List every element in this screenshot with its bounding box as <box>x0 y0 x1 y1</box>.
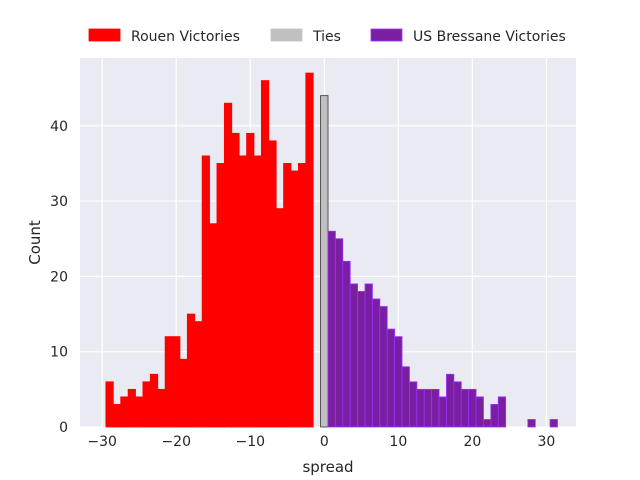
bar-rouen-victories <box>201 155 210 428</box>
x-tick-label: 0 <box>320 434 329 450</box>
bar-rouen-victories <box>112 404 122 428</box>
bar-rouen-victories <box>275 208 284 428</box>
x-tick-label: −10 <box>235 434 265 450</box>
bar-rouen-victories <box>157 388 166 428</box>
bar-rouen-victories <box>305 72 314 428</box>
bar-us-bressane-victories <box>364 283 373 428</box>
bar-us-bressane-victories <box>483 419 492 428</box>
bar-rouen-victories <box>105 381 114 428</box>
bar-us-bressane-victories <box>394 336 403 428</box>
bar-us-bressane-victories <box>497 396 507 428</box>
legend-label: Ties <box>312 29 341 45</box>
bar-us-bressane-victories <box>423 388 433 428</box>
legend-swatch <box>88 28 121 42</box>
y-tick-label: 10 <box>50 345 68 361</box>
bar-us-bressane-victories <box>386 328 396 428</box>
bar-rouen-victories <box>164 336 173 428</box>
bar-us-bressane-victories <box>453 381 462 428</box>
x-tick-label: 20 <box>463 434 481 450</box>
bar-us-bressane-victories <box>438 396 447 428</box>
legend: Rouen Victories Ties US Bressane Victories <box>88 28 566 45</box>
bar-us-bressane-victories <box>475 396 484 428</box>
bar-rouen-victories <box>290 170 299 428</box>
bar-rouen-victories <box>260 80 270 428</box>
bars <box>105 72 558 428</box>
bar-rouen-victories <box>268 140 277 428</box>
bar-rouen-victories <box>209 223 218 428</box>
bar-us-bressane-victories <box>401 366 410 428</box>
y-tick-label: 20 <box>50 269 68 285</box>
bar-us-bressane-victories <box>379 306 388 428</box>
y-axis-ticks: 0 10 20 30 40 <box>50 119 68 436</box>
bar-rouen-victories <box>142 381 151 428</box>
bar-rouen-victories <box>194 321 203 428</box>
x-tick-label: −30 <box>87 434 117 450</box>
bar-us-bressane-victories <box>327 230 336 428</box>
bar-rouen-victories <box>172 336 181 428</box>
x-axis-ticks: −30 −20 −10 0 10 20 30 <box>87 434 555 450</box>
bar-us-bressane-victories <box>416 388 425 428</box>
x-tick-label: 10 <box>389 434 407 450</box>
y-axis-label: Count <box>26 220 44 265</box>
bar-rouen-victories <box>216 163 225 428</box>
bar-us-bressane-victories <box>549 419 558 428</box>
bar-us-bressane-victories <box>409 381 418 428</box>
bar-rouen-victories <box>186 313 196 428</box>
y-tick-label: 0 <box>59 420 68 436</box>
bar-rouen-victories <box>238 155 247 428</box>
bar-rouen-victories <box>149 373 159 428</box>
bar-rouen-victories <box>127 388 136 428</box>
bar-us-bressane-victories <box>527 419 536 428</box>
legend-swatch <box>370 28 403 42</box>
x-axis-label: spread <box>302 458 353 476</box>
legend-label: US Bressane Victories <box>413 29 566 45</box>
bar-rouen-victories <box>179 358 188 428</box>
bar-rouen-victories <box>246 132 255 428</box>
y-tick-label: 40 <box>50 119 68 135</box>
legend-label: Rouen Victories <box>131 29 240 45</box>
bar-rouen-victories <box>135 396 144 428</box>
bar-ties <box>320 95 329 428</box>
bar-rouen-victories <box>283 163 292 428</box>
bar-us-bressane-victories <box>446 373 455 428</box>
bar-us-bressane-victories <box>335 238 344 428</box>
bar-rouen-victories <box>297 163 307 428</box>
bar-rouen-victories <box>231 132 240 428</box>
bar-rouen-victories <box>223 102 233 428</box>
bar-rouen-victories <box>253 155 262 428</box>
bar-us-bressane-victories <box>490 404 499 428</box>
bar-rouen-victories <box>120 396 129 428</box>
x-tick-label: 30 <box>537 434 555 450</box>
bar-us-bressane-victories <box>357 291 366 428</box>
bar-us-bressane-victories <box>460 388 470 428</box>
bar-us-bressane-victories <box>372 298 381 428</box>
bar-us-bressane-victories <box>431 388 440 428</box>
y-tick-label: 30 <box>50 194 68 210</box>
bar-us-bressane-victories <box>349 283 359 428</box>
x-tick-label: −20 <box>161 434 191 450</box>
legend-swatch <box>270 28 303 42</box>
bar-us-bressane-victories <box>468 388 477 428</box>
bar-us-bressane-victories <box>342 260 351 428</box>
